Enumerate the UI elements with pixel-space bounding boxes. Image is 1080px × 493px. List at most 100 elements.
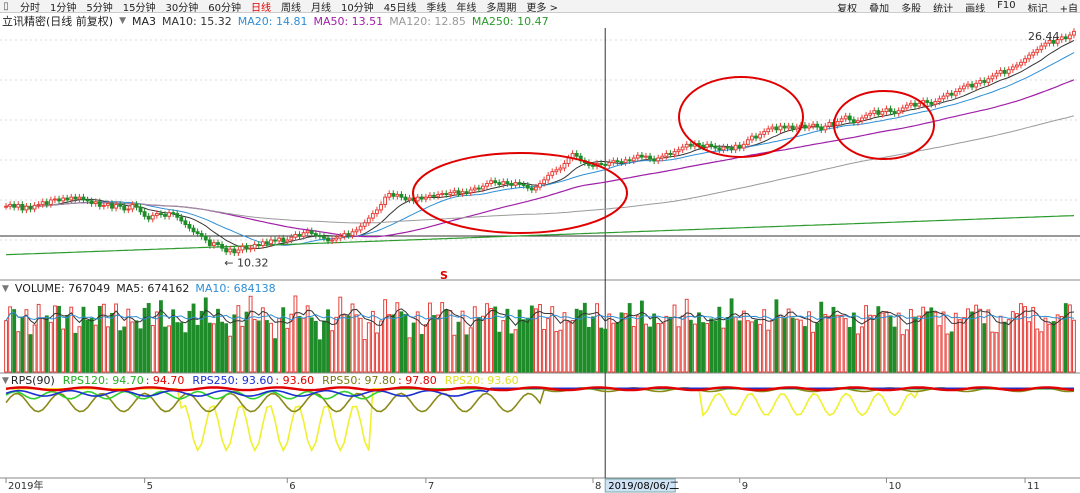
candle-body xyxy=(705,143,710,148)
high-price-label: 26.44 xyxy=(1028,30,1060,43)
volume-bar xyxy=(892,326,897,373)
period-tab-10[interactable]: 45日线 xyxy=(383,2,417,13)
period-tab-5[interactable]: 60分钟 xyxy=(208,2,241,13)
volume-bar xyxy=(888,315,893,373)
candle-body xyxy=(114,203,119,209)
tool-button-6[interactable]: 标记 xyxy=(1027,4,1048,13)
candle-body xyxy=(1023,58,1027,63)
period-tab-1[interactable]: 1分钟 xyxy=(50,2,77,13)
period-tab-3[interactable]: 15分钟 xyxy=(122,2,156,13)
tool-button-3[interactable]: 统计 xyxy=(933,4,954,13)
volume-bar xyxy=(224,323,229,373)
volume-bar xyxy=(957,319,962,373)
candle-body xyxy=(53,198,57,201)
tool-button-2[interactable]: 多股 xyxy=(901,4,922,13)
rps-settings-icon[interactable]: ▼ xyxy=(2,375,9,386)
settings-icon[interactable]: ▼ xyxy=(119,16,127,26)
volume-bar xyxy=(733,316,738,373)
volume-bar xyxy=(468,327,473,373)
volume-bar xyxy=(542,328,547,373)
volume-bar xyxy=(171,309,176,373)
ma250-label: MA250: 10.47 xyxy=(471,14,549,28)
candle-body xyxy=(933,101,938,105)
volume-bar xyxy=(244,311,249,373)
volume-bar xyxy=(872,315,877,373)
candle-body xyxy=(676,149,681,153)
candle-body xyxy=(387,193,392,198)
period-tab-8[interactable]: 月线 xyxy=(310,2,331,13)
tool-button-5[interactable]: F10 xyxy=(997,0,1016,11)
candle-body xyxy=(994,72,999,77)
volume-bar xyxy=(864,305,869,373)
candle-body xyxy=(211,242,216,246)
candle-body xyxy=(256,244,261,247)
volume-bar xyxy=(823,313,828,373)
period-tab-4[interactable]: 30分钟 xyxy=(165,2,199,13)
x-tick-label: 8 xyxy=(595,481,601,492)
candle-body xyxy=(554,169,559,173)
volume-bar xyxy=(93,324,98,373)
volume-bar xyxy=(460,310,465,373)
volume-bar xyxy=(326,309,330,373)
volume-bar xyxy=(362,339,367,373)
candle-body xyxy=(615,160,620,163)
volume-bar xyxy=(717,306,722,373)
menu-icon[interactable]: ▯ xyxy=(3,0,9,12)
tool-button-4[interactable]: 画线 xyxy=(965,4,986,13)
period-tab-12[interactable]: 年线 xyxy=(456,2,477,13)
tool-button-0[interactable]: 复权 xyxy=(837,4,858,13)
rps-legend: ▼ RPS(90) RPS120: 94.70 : 94.70 RPS250: … xyxy=(2,374,519,387)
candle-body xyxy=(872,110,877,114)
candle-body xyxy=(949,92,954,96)
ma10-line xyxy=(5,39,1075,249)
candle-body xyxy=(16,203,21,208)
x-tick-label: 6 xyxy=(289,481,295,492)
candle-body xyxy=(709,143,714,147)
candle-body xyxy=(134,203,139,208)
volume-bar xyxy=(338,296,343,373)
volume-bar xyxy=(118,330,123,373)
candle-body xyxy=(432,194,436,197)
period-tab-9[interactable]: 10分钟 xyxy=(340,2,374,13)
volume-bar xyxy=(847,327,852,373)
candle-body xyxy=(126,208,131,211)
candle-body xyxy=(782,125,787,129)
candle-body xyxy=(623,159,628,164)
candle-body xyxy=(721,146,726,151)
volume-bar xyxy=(705,322,710,373)
volume-bar xyxy=(1043,317,1048,373)
period-tab-0[interactable]: 分时 xyxy=(20,2,40,13)
candle-body xyxy=(790,125,795,130)
period-toolbar: ▯ 分时 1分钟 5分钟 15分钟 30分钟 60分钟 日线 周线 月线 10分钟 45日线 季线 年线… xyxy=(0,0,1080,13)
period-tab-11[interactable]: 季线 xyxy=(426,2,447,13)
volume-bar xyxy=(354,314,359,373)
candle-body xyxy=(476,187,481,190)
candle-body xyxy=(729,147,734,151)
tool-button-7[interactable]: +自 xyxy=(1059,4,1078,13)
candle-body xyxy=(419,196,424,200)
cursor-date-box xyxy=(604,478,676,493)
volume-bar xyxy=(994,332,999,373)
candle-body xyxy=(990,75,995,80)
period-tab-13[interactable]: 多周期 xyxy=(486,2,517,13)
ma20-label: MA20: 14.81 xyxy=(237,14,308,28)
volume-settings-icon[interactable]: ▼ xyxy=(2,283,9,294)
ma250-line xyxy=(5,215,1075,256)
candle-body xyxy=(635,154,640,159)
candle-body xyxy=(248,247,253,250)
candle-body xyxy=(1002,70,1007,74)
candle-body xyxy=(44,201,49,205)
period-tab-14[interactable]: 更多 > xyxy=(526,2,558,13)
period-tab-7[interactable]: 周线 xyxy=(280,2,301,13)
volume-bar xyxy=(16,331,21,373)
period-tab-6[interactable]: 日线 xyxy=(250,2,271,13)
candle-body xyxy=(627,159,632,162)
volume-bar xyxy=(750,321,754,373)
volume-bar xyxy=(937,325,942,373)
candle-body xyxy=(1019,61,1023,66)
volume-bar xyxy=(603,328,608,373)
period-tab-2[interactable]: 5分钟 xyxy=(86,2,113,13)
tool-button-1[interactable]: 叠加 xyxy=(869,4,890,13)
volume-bar xyxy=(558,329,563,373)
